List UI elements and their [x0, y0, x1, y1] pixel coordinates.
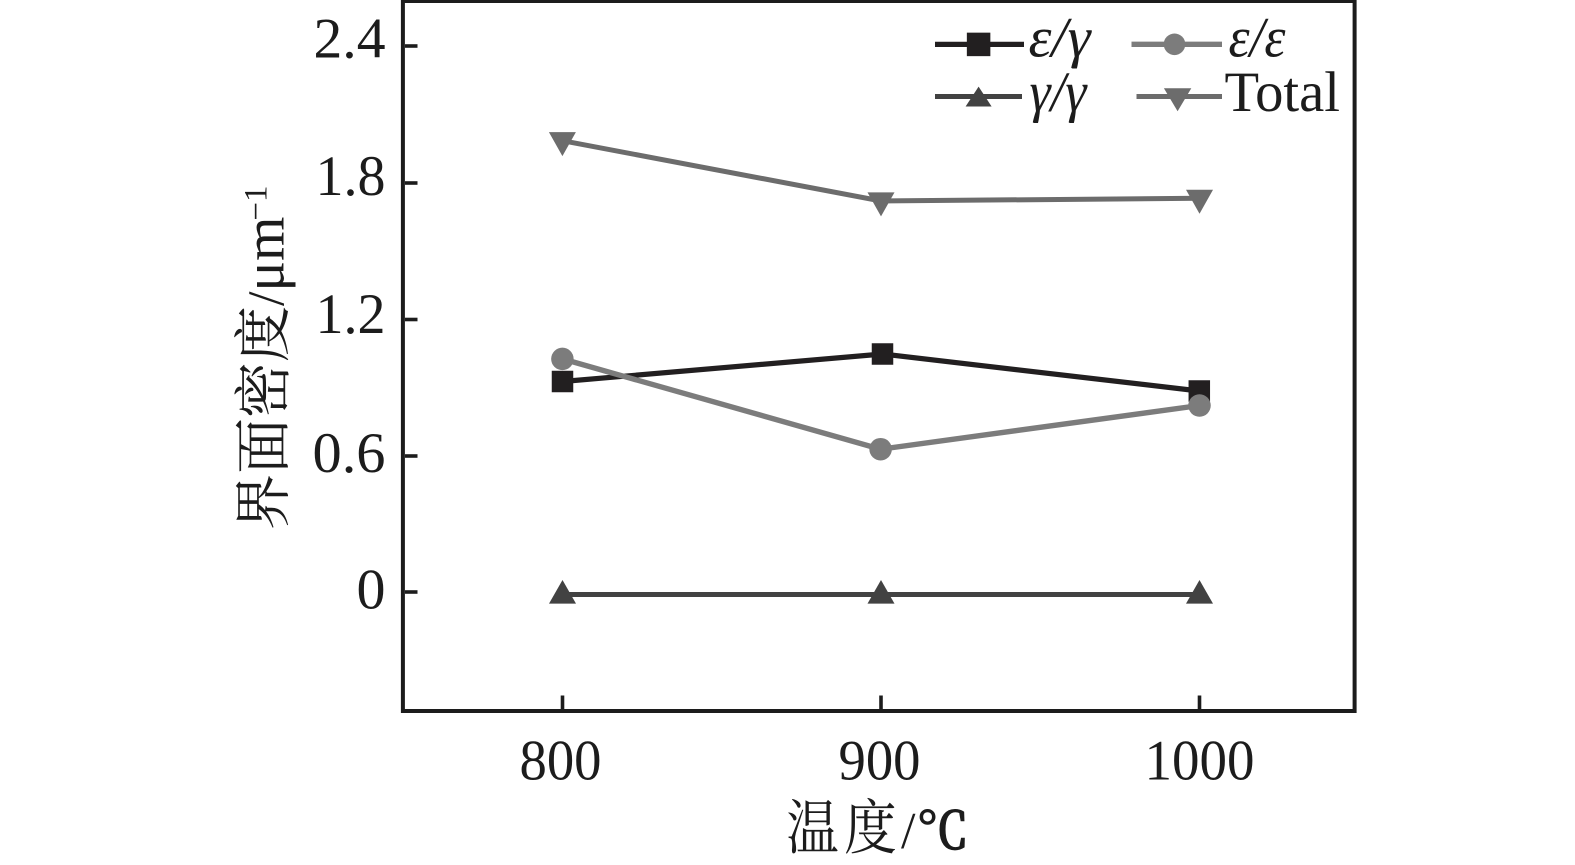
svg-text:800: 800 [520, 730, 602, 793]
svg-text:γ/γ: γ/γ [1030, 61, 1088, 124]
svg-text:Total: Total [1225, 61, 1341, 124]
svg-text:1.2: 1.2 [316, 283, 386, 346]
svg-text:0: 0 [357, 559, 386, 622]
svg-text:ε/ε: ε/ε [1229, 7, 1286, 70]
svg-text:1000: 1000 [1145, 730, 1255, 793]
svg-text:1.8: 1.8 [316, 145, 386, 208]
svg-text:2.4: 2.4 [314, 8, 386, 71]
svg-text:/: / [901, 803, 916, 860]
svg-text:ε/γ: ε/γ [1029, 7, 1093, 70]
svg-text:900: 900 [839, 730, 921, 793]
svg-text:0.6: 0.6 [313, 422, 386, 485]
